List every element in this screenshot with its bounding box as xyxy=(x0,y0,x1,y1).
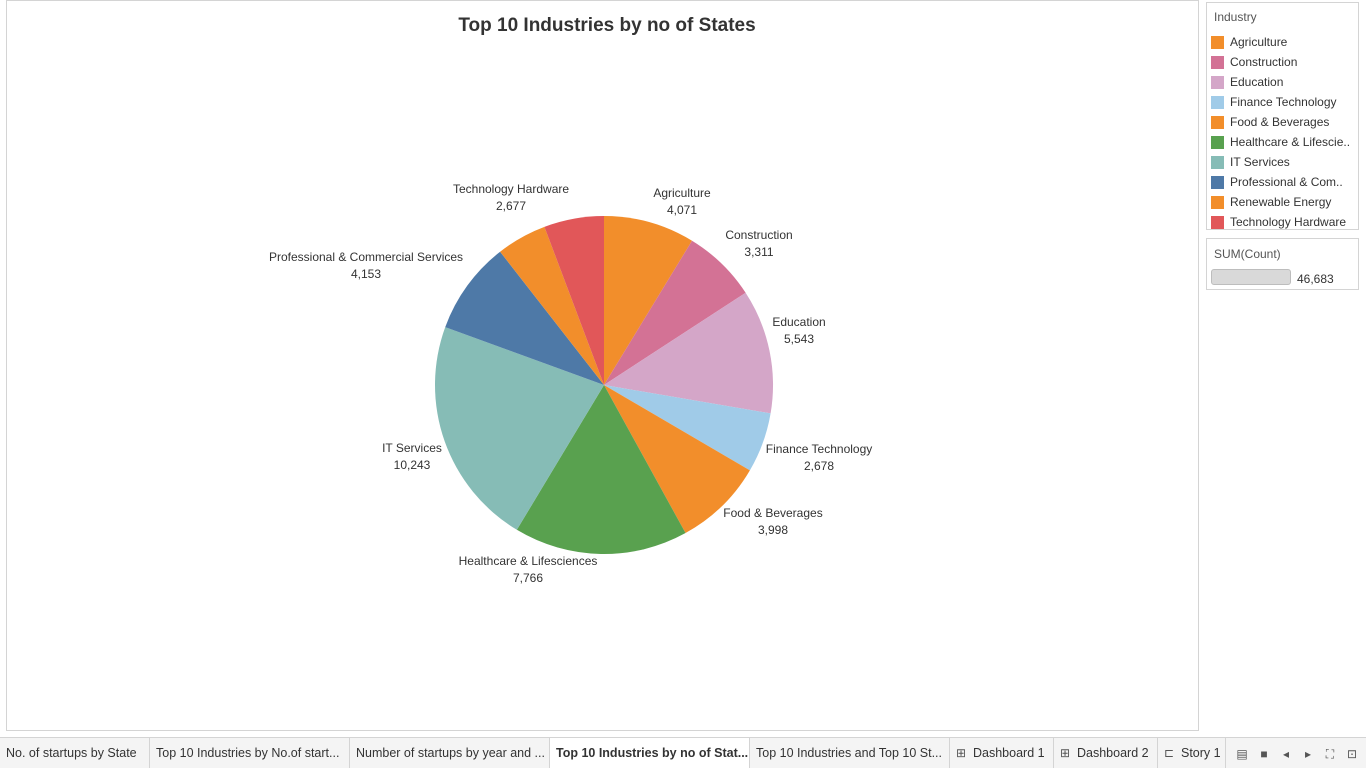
tab-label: Top 10 Industries and Top 10 St... xyxy=(756,746,943,760)
pie-slice[interactable] xyxy=(500,226,604,385)
tab-sheet[interactable]: Number of startups by year and ... xyxy=(350,738,550,768)
pie-slice[interactable] xyxy=(604,385,750,534)
size-legend-title: SUM(Count) xyxy=(1214,247,1281,261)
legend-swatch xyxy=(1211,76,1224,89)
chart-title: Top 10 Industries by no of States xyxy=(458,15,756,36)
tab-label: Top 10 Industries by No.of start... xyxy=(156,746,340,760)
legend-swatch xyxy=(1211,96,1224,109)
legend-item[interactable]: Education xyxy=(1211,74,1357,92)
legend-item[interactable]: Finance Technology xyxy=(1211,94,1357,112)
slice-value-label: 7,766 xyxy=(513,571,543,585)
legend-label: Agriculture xyxy=(1230,35,1288,49)
pie-slice[interactable] xyxy=(604,292,774,414)
legend-item[interactable]: Food & Beverages xyxy=(1211,114,1357,132)
legend-swatch xyxy=(1211,156,1224,169)
legend-swatch xyxy=(1211,56,1224,69)
legend-item[interactable]: IT Services xyxy=(1211,154,1357,172)
tab-story[interactable]: ⊏ Story 1 xyxy=(1158,738,1226,768)
legend-label: Professional & Com.. xyxy=(1230,175,1343,189)
size-legend: SUM(Count) 46,683 xyxy=(1206,238,1359,290)
legend-label: Food & Beverages xyxy=(1230,115,1330,129)
legend-label: Renewable Energy xyxy=(1230,195,1332,209)
tab-label: Story 1 xyxy=(1181,746,1221,760)
legend-swatch xyxy=(1211,116,1224,129)
tab-label: Top 10 Industries by no of Stat... xyxy=(556,746,749,760)
slice-value-label: 4,153 xyxy=(351,267,381,281)
next-sheet-icon[interactable]: ▸ xyxy=(1304,747,1312,761)
view-canvas: Top 10 Industries by no of States Agricu… xyxy=(6,0,1199,731)
tab-label: Number of startups by year and ... xyxy=(356,746,545,760)
slice-label: Education xyxy=(772,315,825,329)
legend-title: Industry xyxy=(1214,10,1257,24)
presentation-mode-icon[interactable]: ⊡ xyxy=(1346,747,1358,761)
sheet-tab-bar: No. of startups by State Top 10 Industri… xyxy=(0,737,1366,768)
size-legend-bar xyxy=(1211,269,1291,285)
legend-item[interactable]: Construction xyxy=(1211,54,1357,72)
legend-label: Education xyxy=(1230,75,1284,89)
filmstrip-icon[interactable]: ■ xyxy=(1260,747,1268,761)
legend-swatch xyxy=(1211,216,1224,229)
legend-item[interactable]: Renewable Energy xyxy=(1211,194,1357,212)
slice-value-label: 4,071 xyxy=(667,203,697,217)
slice-label: Finance Technology xyxy=(766,442,873,456)
prev-sheet-icon[interactable]: ◂ xyxy=(1282,747,1290,761)
tab-sheet-active[interactable]: Top 10 Industries by no of Stat... xyxy=(550,738,750,768)
legend-label: Healthcare & Lifescie.. xyxy=(1230,135,1351,149)
legend-label: IT Services xyxy=(1230,155,1290,169)
pie-slice[interactable] xyxy=(516,385,686,554)
slice-value-label: 5,543 xyxy=(784,332,814,346)
slice-label: Technology Hardware xyxy=(453,182,569,196)
legend-label: Construction xyxy=(1230,55,1298,69)
pie-slice[interactable] xyxy=(604,216,693,385)
pie-slice[interactable] xyxy=(435,327,604,530)
tab-sheet[interactable]: Top 10 Industries by No.of start... xyxy=(150,738,350,768)
slice-label: Construction xyxy=(725,228,792,242)
legend-swatch xyxy=(1211,196,1224,209)
tab-dashboard[interactable]: ⊞ Dashboard 1 xyxy=(950,738,1054,768)
legend-item[interactable]: Healthcare & Lifescie.. xyxy=(1211,134,1357,152)
slice-value-label: 2,677 xyxy=(496,199,526,213)
industry-legend: Industry Agriculture Construction Educatio… xyxy=(1206,2,1359,230)
tab-dashboard[interactable]: ⊞ Dashboard 2 xyxy=(1054,738,1158,768)
slice-label: Agriculture xyxy=(653,186,711,200)
legend-item[interactable]: Professional & Com.. xyxy=(1211,174,1357,192)
fullscreen-icon[interactable]: ⛶ xyxy=(1325,747,1335,761)
pie-slice[interactable] xyxy=(604,240,746,385)
dashboard-icon: ⊞ xyxy=(1060,746,1071,760)
legend-swatch xyxy=(1211,176,1224,189)
legend-label: Finance Technology xyxy=(1230,95,1337,109)
slice-label: IT Services xyxy=(382,441,442,455)
legend-item[interactable]: Technology Hardware xyxy=(1211,214,1357,232)
legend-swatch xyxy=(1211,136,1224,149)
legend-swatch xyxy=(1211,36,1224,49)
tab-sheet[interactable]: No. of startups by State xyxy=(0,738,150,768)
slice-label: Healthcare & Lifesciences xyxy=(459,554,598,568)
tab-label: Dashboard 2 xyxy=(1077,746,1149,760)
slice-label: Food & Beverages xyxy=(723,506,822,520)
tab-label: No. of startups by State xyxy=(6,746,137,760)
dashboard-icon: ⊞ xyxy=(956,746,967,760)
pie-slice[interactable] xyxy=(544,216,604,385)
sheet-sorter-icon[interactable]: ▤ xyxy=(1236,747,1248,761)
slice-label: Professional & Commercial Services xyxy=(269,250,463,264)
tab-label: Dashboard 1 xyxy=(973,746,1045,760)
slice-value-label: 3,998 xyxy=(758,523,788,537)
slice-value-label: 3,311 xyxy=(744,245,773,259)
size-legend-value: 46,683 xyxy=(1297,272,1334,286)
pie-chart[interactable]: Agriculture 4,071 Construction 3,311 Educati… xyxy=(7,1,1200,732)
pie-slice[interactable] xyxy=(445,251,604,385)
story-icon: ⊏ xyxy=(1164,746,1175,760)
legend-item[interactable]: Agriculture xyxy=(1211,34,1357,52)
slice-value-label: 2,678 xyxy=(804,459,834,473)
slice-value-label: 10,243 xyxy=(394,458,431,472)
tab-sheet[interactable]: Top 10 Industries and Top 10 St... xyxy=(750,738,950,768)
pie-slice[interactable] xyxy=(604,385,771,471)
legend-label: Technology Hardware xyxy=(1230,215,1347,229)
